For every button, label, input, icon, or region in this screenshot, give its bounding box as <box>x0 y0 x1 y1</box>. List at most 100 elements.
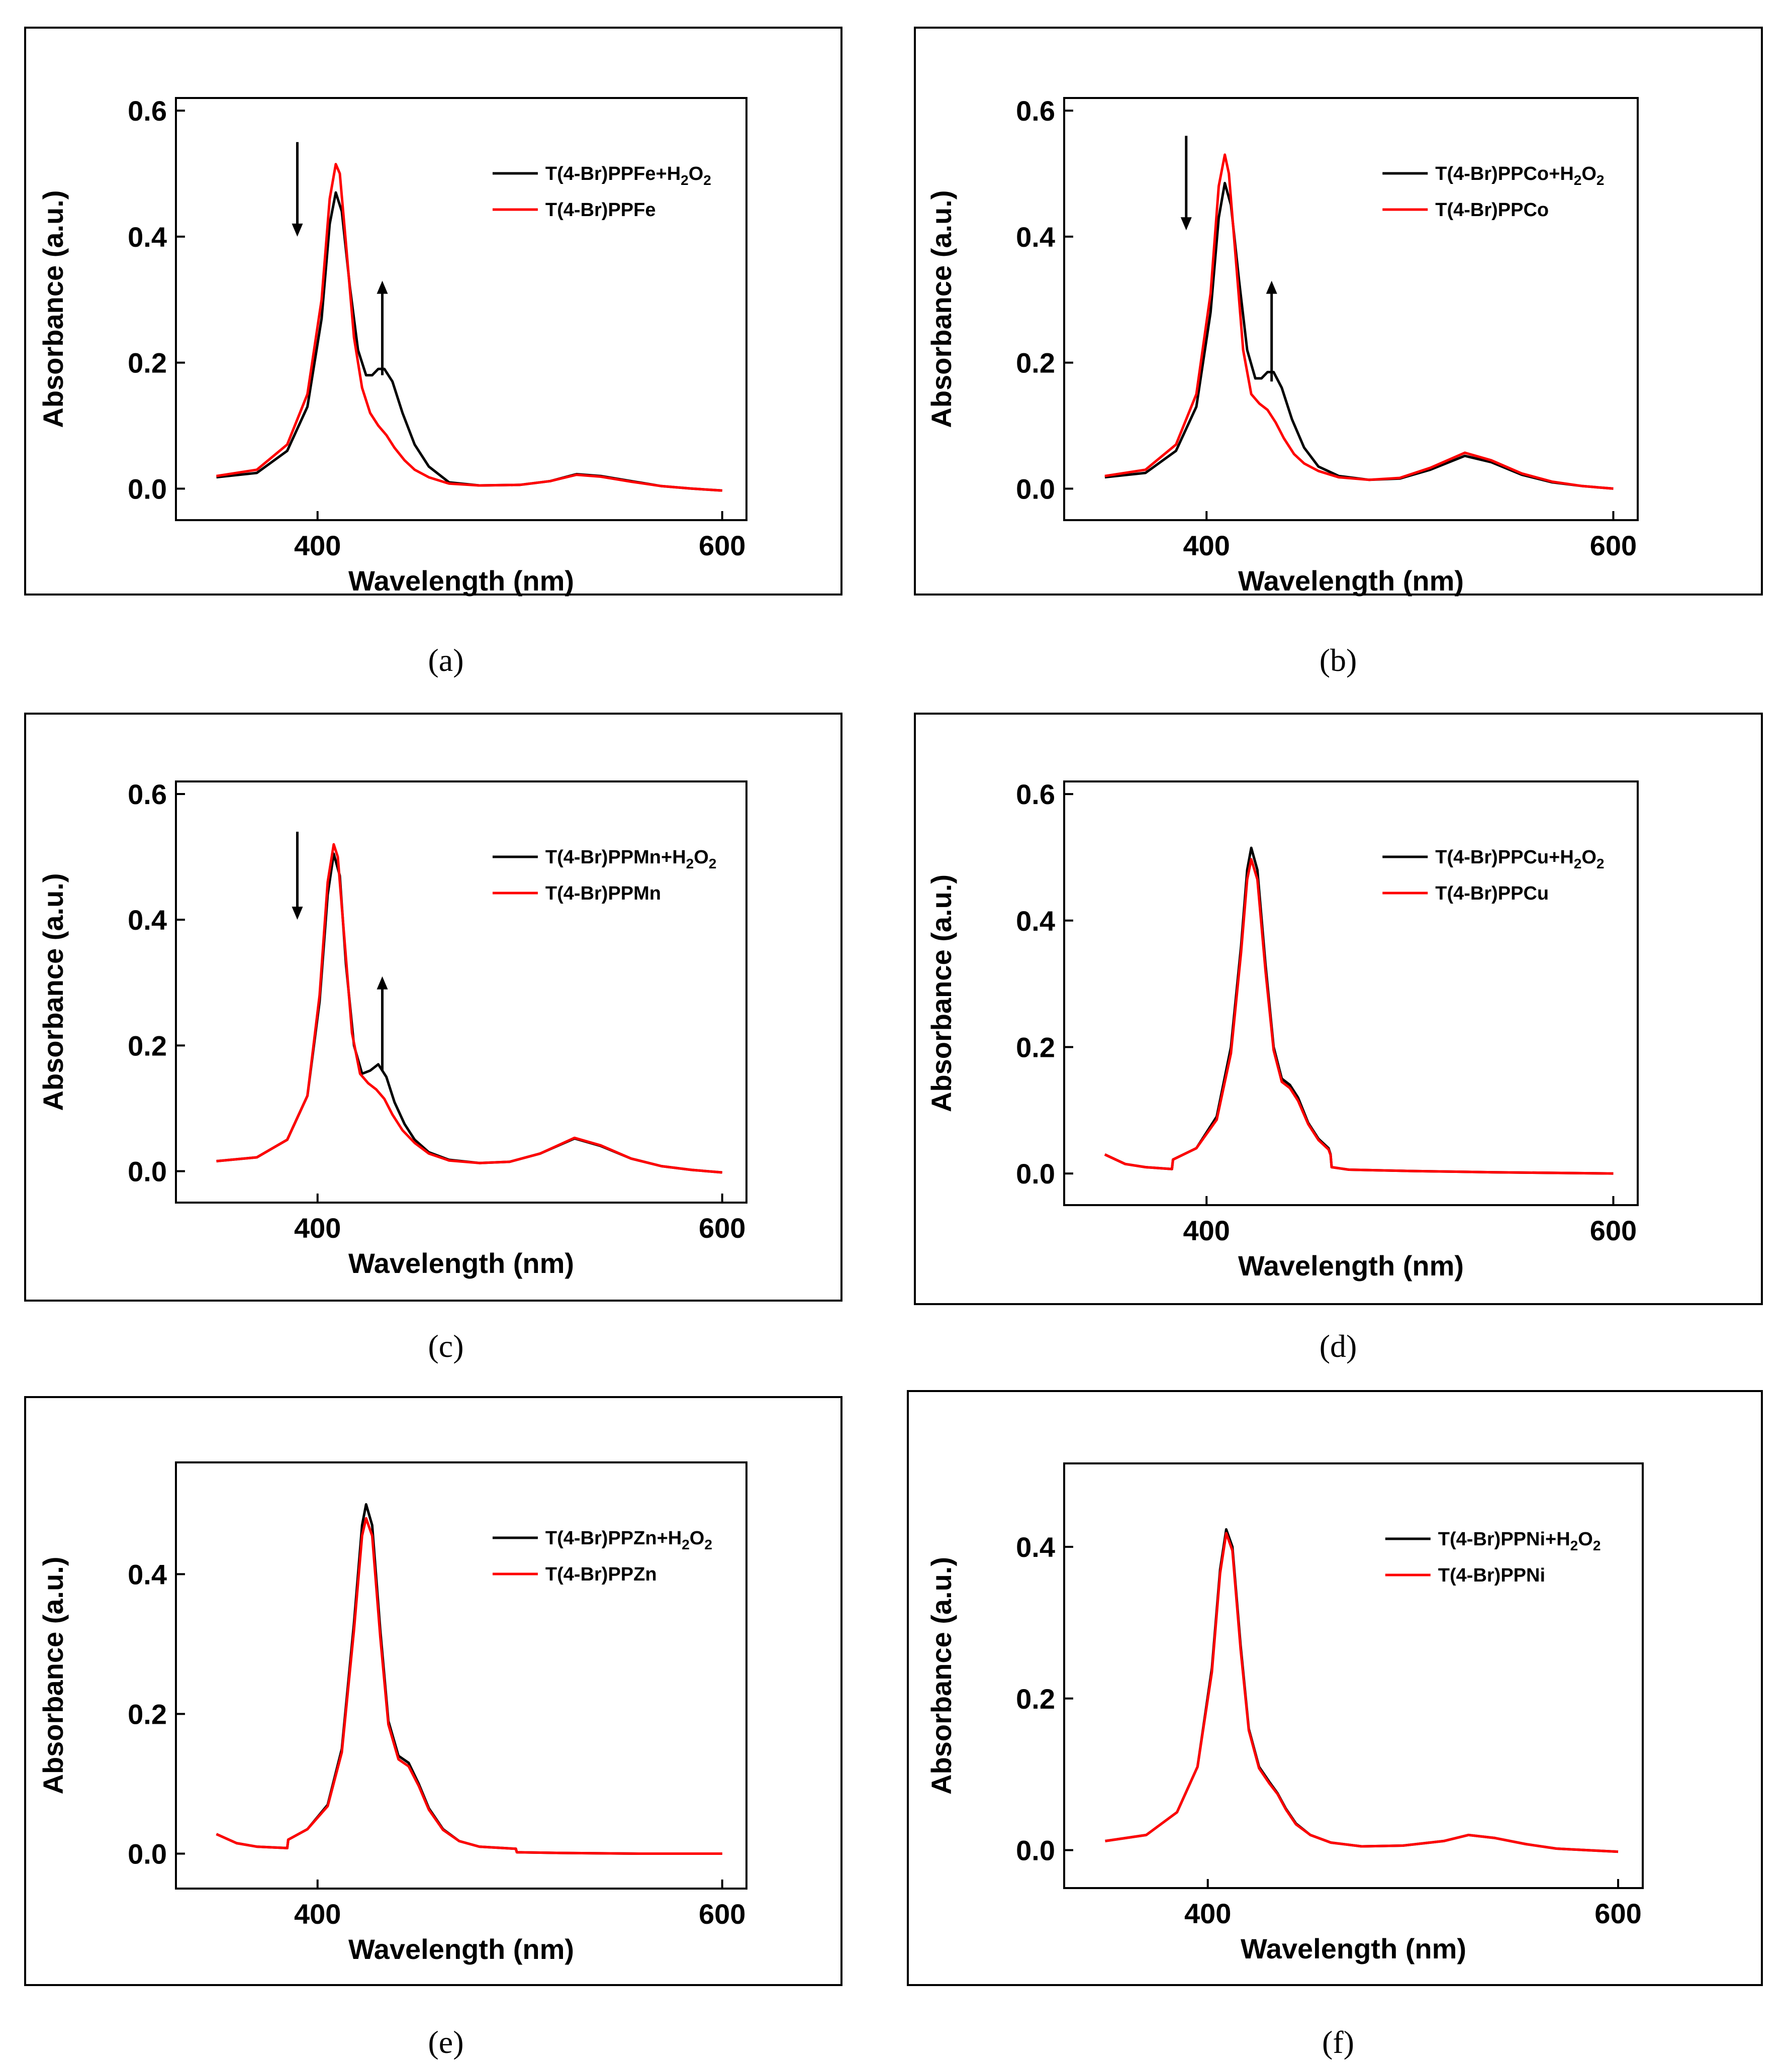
legend-label: T(4-Br)PPCo <box>1435 200 1549 221</box>
series-group <box>1104 846 1614 1175</box>
x-tick-label: 400 <box>1183 1215 1230 1246</box>
panel-caption: (a) <box>428 642 463 678</box>
series-group <box>216 1503 722 1855</box>
y-tick-label: 0.0 <box>128 1155 167 1187</box>
panel-frame <box>914 27 1763 596</box>
y-tick-label: 0.0 <box>128 1838 167 1869</box>
y-axis-title: Absorbance (a.u.) <box>37 1557 69 1795</box>
chart-panel-a: 400 600 0.0 0.2 0.4 0.6 Wavelength (nm) Absorba… <box>24 27 842 678</box>
arrow-up-icon <box>377 280 388 375</box>
legend-label: T(4-Br)PPNi+H2O2 <box>1438 1529 1601 1553</box>
legend-label: T(4-Br)PPFe <box>545 200 656 221</box>
y-axis-title: Absorbance (a.u.) <box>37 873 69 1111</box>
y-tick-label: 0.6 <box>128 778 167 810</box>
y-axis-title: Absorbance (a.u.) <box>37 190 69 428</box>
y-tick-label: 0.2 <box>1016 1031 1055 1063</box>
series-line-with-h2o2 <box>1104 181 1614 490</box>
x-tick-label: 600 <box>1590 530 1637 561</box>
arrow-down-icon <box>292 832 303 920</box>
y-tick-label: 0.4 <box>1016 221 1055 253</box>
chart-panel-e: 400 600 0.0 0.2 0.4 Wavelength (nm) Absorbance… <box>24 1396 842 2060</box>
series-line-without-h2o2 <box>216 163 722 492</box>
series-line-without-h2o2 <box>1104 858 1614 1175</box>
series-line-with-h2o2 <box>216 1503 722 1855</box>
x-tick-label: 600 <box>1594 1898 1641 1929</box>
legend-label: T(4-Br)PPCu+H2O2 <box>1435 847 1604 871</box>
legend-item: T(4-Br)PPMn+H2O2 <box>492 847 716 871</box>
x-tick-label: 400 <box>294 1212 341 1244</box>
legend-item: T(4-Br)PPCo+H2O2 <box>1382 163 1605 188</box>
chart-panel-d: 400 600 0.0 0.2 0.4 0.6 Wavelength (nm) Absorba… <box>914 713 1763 1364</box>
y-tick-label: 0.0 <box>128 473 167 505</box>
plot-axes-box <box>175 97 747 521</box>
y-tick-label: 0.0 <box>1016 473 1055 505</box>
series-line-without-h2o2 <box>1105 1532 1619 1853</box>
x-tick-label: 600 <box>699 530 745 561</box>
legend-label: T(4-Br)PPZn+H2O2 <box>545 1528 712 1552</box>
legend-label: T(4-Br)PPMn+H2O2 <box>545 847 716 871</box>
series-group <box>1104 153 1614 490</box>
legend-item: T(4-Br)PPCu <box>1382 883 1549 904</box>
panel-frame <box>907 1390 1763 1986</box>
series-group <box>216 843 722 1174</box>
y-tick-label: 0.2 <box>1016 1683 1055 1715</box>
series-line-without-h2o2 <box>1104 153 1614 490</box>
x-axis-title: Wavelength (nm) <box>348 1247 574 1279</box>
legend-label: T(4-Br)PPFe+H2O2 <box>545 163 711 188</box>
y-axis-title: Absorbance (a.u.) <box>925 874 957 1112</box>
plot-axes-box <box>1063 97 1639 521</box>
panel-frame <box>914 713 1763 1305</box>
y-tick-label: 0.0 <box>1016 1158 1055 1190</box>
x-tick-label: 400 <box>1183 530 1230 561</box>
legend-item: T(4-Br)PPFe <box>492 200 656 221</box>
x-axis-title: Wavelength (nm) <box>1241 1933 1466 1964</box>
y-tick-label: 0.4 <box>128 221 167 253</box>
legend-label: T(4-Br)PPNi <box>1438 1565 1545 1586</box>
y-tick-label: 0.4 <box>1016 1531 1055 1563</box>
y-tick-label: 0.6 <box>1016 95 1055 127</box>
y-tick-label: 0.2 <box>128 1030 167 1061</box>
x-axis-title: Wavelength (nm) <box>348 1933 574 1965</box>
arrow-down-icon <box>292 142 303 237</box>
series-line-without-h2o2 <box>216 843 722 1174</box>
y-tick-label: 0.4 <box>128 904 167 936</box>
arrow-up-icon <box>377 976 388 1071</box>
panel-frame <box>24 27 842 596</box>
y-tick-label: 0.6 <box>1016 778 1055 810</box>
y-tick-label: 0.6 <box>128 95 167 127</box>
panel-caption: (b) <box>1320 642 1357 678</box>
y-axis-title: Absorbance (a.u.) <box>925 1557 957 1795</box>
legend-item: T(4-Br)PPCu+H2O2 <box>1382 847 1605 871</box>
arrow-down-icon <box>1180 136 1192 231</box>
x-tick-label: 400 <box>294 1898 341 1930</box>
y-tick-label: 0.2 <box>128 347 167 379</box>
legend-label: T(4-Br)PPCu <box>1435 883 1549 904</box>
y-tick-label: 0.0 <box>1016 1835 1055 1866</box>
x-tick-label: 400 <box>294 530 341 561</box>
legend-item: T(4-Br)PPMn <box>492 883 661 904</box>
panel-caption: (e) <box>428 2024 463 2060</box>
panel-caption: (d) <box>1320 1328 1357 1364</box>
legend-item: T(4-Br)PPZn+H2O2 <box>492 1528 712 1552</box>
legend-item: T(4-Br)PPZn <box>492 1564 657 1585</box>
legend-item: T(4-Br)PPCo <box>1382 200 1549 221</box>
y-tick-label: 0.2 <box>128 1698 167 1730</box>
legend-item: T(4-Br)PPFe+H2O2 <box>492 163 711 188</box>
plot-axes-box <box>175 780 747 1204</box>
y-tick-label: 0.2 <box>1016 347 1055 379</box>
y-tick-label: 0.4 <box>1016 905 1055 937</box>
plot-axes-box <box>175 1461 747 1890</box>
panel-caption: (c) <box>428 1328 463 1364</box>
x-tick-label: 600 <box>1590 1215 1637 1246</box>
legend-item: T(4-Br)PPNi+H2O2 <box>1385 1529 1601 1553</box>
legend-label: T(4-Br)PPZn <box>545 1564 657 1585</box>
legend-label: T(4-Br)PPCo+H2O2 <box>1435 163 1604 188</box>
series-group <box>216 163 722 492</box>
y-axis-title: Absorbance (a.u.) <box>925 190 957 428</box>
x-tick-label: 400 <box>1184 1898 1231 1929</box>
legend-label: T(4-Br)PPMn <box>545 883 661 904</box>
series-line-without-h2o2 <box>216 1517 722 1855</box>
series-line-with-h2o2 <box>216 191 722 492</box>
chart-panel-c: 400 600 0.0 0.2 0.4 0.6 Wavelength (nm) Absorba… <box>24 713 842 1364</box>
panel-frame <box>24 1396 842 1986</box>
